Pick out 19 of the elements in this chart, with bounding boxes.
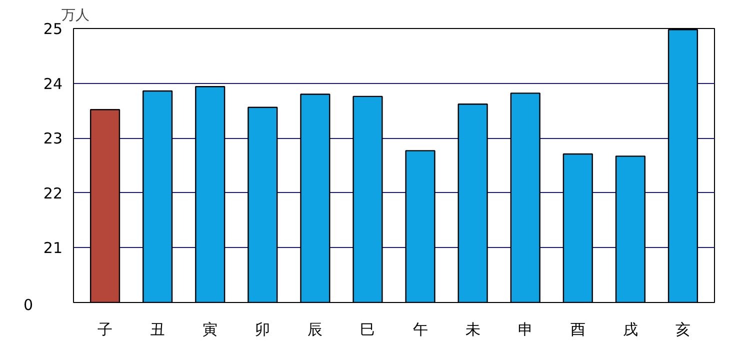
x-tick-label: 戌: [622, 320, 638, 338]
y-axis-title: 万人: [62, 8, 90, 24]
x-tick-label: 申: [518, 320, 533, 338]
y-tick-label: 24: [43, 74, 63, 93]
x-tick-label: 酉: [570, 320, 586, 338]
x-tick-label: 卯: [255, 320, 270, 338]
x-tick-label: 子: [98, 320, 113, 338]
x-tick-label: 未: [465, 320, 480, 338]
y-tick-label: 23: [43, 130, 63, 148]
x-tick-label: 寅: [202, 320, 218, 338]
x-tick-label: 亥: [675, 320, 690, 338]
x-tick-label: 午: [412, 320, 428, 338]
x-tick-label: 辰: [308, 320, 323, 338]
text: 0: [23, 295, 33, 316]
y-tick-label: 22: [43, 184, 63, 202]
y-tick-label: 21: [43, 239, 63, 258]
y-tick-label: 25: [43, 20, 63, 38]
x-tick-label: 丑: [150, 320, 166, 338]
x-tick-label: 巳: [360, 320, 376, 338]
